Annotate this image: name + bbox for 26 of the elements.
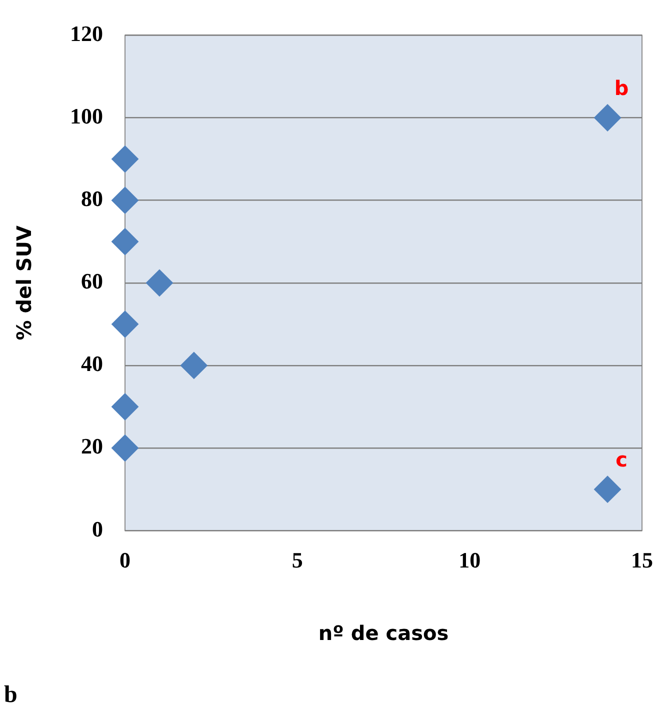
- point: [594, 476, 622, 503]
- point: [112, 146, 138, 173]
- annotation: c: [616, 448, 628, 472]
- x-tick-label: 0: [120, 547, 130, 572]
- annotation: b: [614, 76, 629, 100]
- x-tick-label: 15: [631, 547, 653, 572]
- y-tick-label: 120: [70, 20, 103, 46]
- y-tick-label: 60: [81, 268, 103, 294]
- point: [112, 393, 138, 420]
- y-tick-label: 20: [81, 434, 103, 459]
- x-axis-title: nº de casos: [318, 621, 449, 646]
- text: b: [4, 682, 18, 708]
- point: [112, 434, 138, 462]
- y-tick-label: 0: [92, 516, 103, 542]
- y-tick-label: 100: [70, 103, 103, 128]
- point: [112, 186, 138, 214]
- point: [112, 228, 138, 256]
- y-tick-label: 80: [81, 186, 103, 212]
- point: [112, 310, 138, 338]
- x-tick-label: 10: [458, 547, 481, 572]
- x-tick-label: 5: [292, 547, 303, 572]
- y-axis-title: % del SUV: [12, 224, 36, 340]
- y-tick-label: 40: [81, 351, 103, 376]
- point: [146, 269, 173, 296]
- point: [594, 104, 622, 132]
- point: [180, 352, 208, 379]
